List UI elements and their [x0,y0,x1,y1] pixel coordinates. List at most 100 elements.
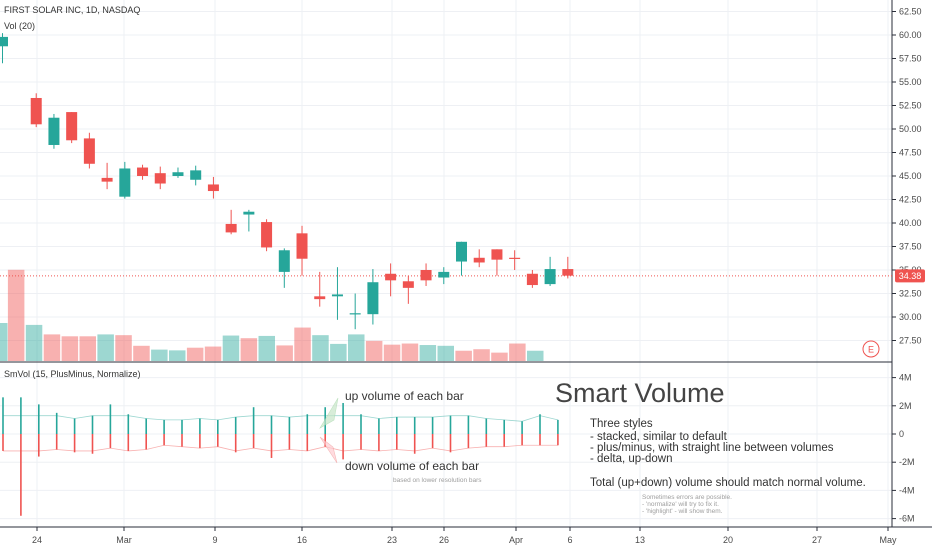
time-tick-label: 24 [32,535,42,545]
candle[interactable] [562,256,574,279]
candle[interactable] [30,93,42,128]
candle-body [190,170,202,180]
volume-bar [473,349,490,361]
candle[interactable] [456,241,467,276]
candle-body [509,257,521,259]
time-tick-label: 9 [212,535,217,545]
volume-bar [419,345,437,361]
candle[interactable] [420,263,432,286]
volume-bar [151,349,168,361]
price-grid [0,0,892,527]
candle[interactable] [48,113,60,149]
candle-body [48,117,60,145]
price-tick-label: 62.50 [899,7,922,17]
candle[interactable] [154,166,166,190]
candle[interactable] [402,275,414,304]
candle[interactable] [261,219,273,252]
indicator-tick-label: 0 [899,429,904,439]
volume-bar [383,344,401,361]
price-axis-labels[interactable]: 62.50 60.00 57.50 55.00 52.50 50.00 47.50 45.00… [892,7,922,346]
candle[interactable] [509,250,521,270]
volume-bar [133,345,150,361]
earnings-badge-letter: E [868,345,874,355]
candle-body [83,138,95,164]
volume-bar [222,335,240,361]
indicator-tick-label: -2M [899,457,915,467]
indicator-axis-labels[interactable]: 4M 2M 0 -2M -4M -6M [892,373,915,524]
candle-body [562,269,574,276]
style-line-3: - delta, up-down [590,453,672,465]
price-tick-label: 32.50 [899,289,922,299]
candle[interactable] [296,225,308,276]
candle-body [544,269,556,285]
volume-bar [437,345,454,361]
candle-body [0,36,8,47]
candle[interactable] [190,165,202,186]
price-tick-label: 57.50 [899,54,922,64]
volume-bar [294,327,311,361]
candles[interactable] [0,33,574,330]
volume-bar [509,343,526,361]
candle[interactable] [101,162,113,190]
candle-body [243,211,255,215]
candle[interactable] [385,263,397,297]
candle-body [331,294,343,297]
candle[interactable] [473,249,485,268]
volume-bar [61,336,79,361]
price-tick-label: 52.50 [899,101,922,111]
time-tick-label: Apr [509,535,523,545]
candle[interactable] [83,132,95,169]
volume-bar [258,335,275,361]
candle[interactable] [544,256,556,286]
price-tick-label: 50.00 [899,124,922,134]
candle[interactable] [491,249,503,276]
candle[interactable] [119,161,131,199]
candle[interactable] [172,167,184,178]
volume-bars [0,269,544,361]
down-callout-arrow [319,436,338,464]
candle[interactable] [367,269,379,325]
symbol-title[interactable]: FIRST SOLAR INC, 1D, NASDAQ [4,5,140,15]
error-note-3: - 'highlight' - will show them. [642,508,723,515]
candle-body [101,177,113,182]
candle-body [420,270,432,281]
candle[interactable] [349,293,361,330]
indicator-tick-label: -6M [899,514,915,524]
indicator-tick-label: 2M [899,401,912,411]
price-tick-label: 42.50 [899,195,922,205]
candle-body [473,257,485,263]
volume-legend[interactable]: Vol (20) [4,21,35,31]
candle[interactable] [278,248,290,288]
candle[interactable] [438,267,450,285]
candle[interactable] [207,176,219,199]
candle[interactable] [137,164,149,180]
candle-body [119,168,131,197]
candle-body [66,112,78,141]
volume-bar [401,343,419,361]
candle[interactable] [66,112,78,144]
indicator-tick-label: -4M [899,485,915,495]
volume-bar [186,347,204,361]
volume-bar [115,335,132,361]
indicator-legend[interactable]: SmVol (15, PlusMinus, Normalize) [4,369,141,379]
time-tick-label: 27 [812,535,822,545]
candle[interactable] [243,209,255,232]
earnings-event[interactable]: E [862,340,880,358]
indicator-bars [2,397,559,516]
total-volume-note: Total (up+down) volume should match norm… [590,477,866,489]
error-note-1: Sometimes errors are possible. [642,494,732,501]
volume-bar [312,335,329,361]
candle[interactable] [314,271,326,307]
candle[interactable] [225,209,237,235]
smart-volume-title: Smart Volume [555,378,725,408]
price-tick-label: 47.50 [899,148,922,158]
candle[interactable] [0,33,8,64]
volume-bar [527,350,544,361]
time-axis-labels[interactable]: 24 Mar 9 16 23 26 Apr 6 13 20 27 May [32,527,897,545]
candle-body [456,241,467,262]
time-tick-label: 23 [387,535,397,545]
candle[interactable] [526,270,538,288]
candle[interactable] [331,267,343,320]
candle-body [402,281,414,288]
